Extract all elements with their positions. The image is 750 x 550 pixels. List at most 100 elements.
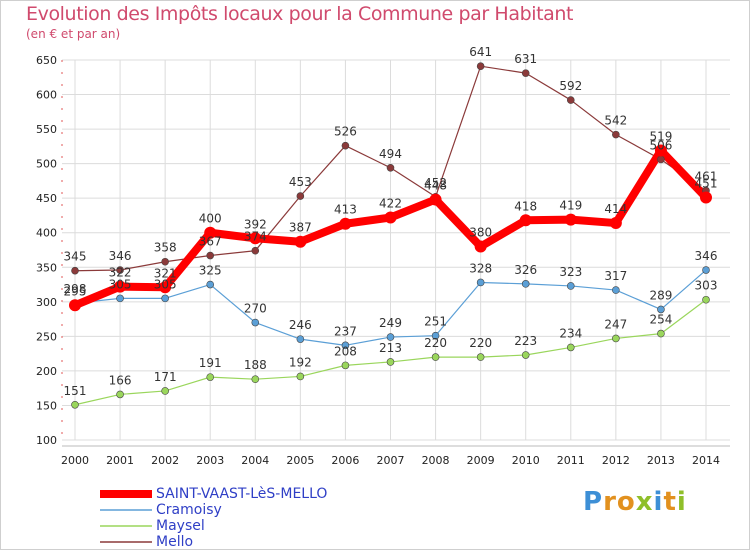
- axes: 100 150 200 250 300 350 400 450 500 550 600 650 2000…: [36, 54, 730, 467]
- data-label-maysel: 254: [649, 313, 672, 327]
- data-point-cramoisy: [431, 331, 440, 340]
- data-label-cramoisy: 328: [469, 261, 492, 275]
- data-label-maysel: 208: [334, 344, 357, 358]
- data-label-saint-vaast-l-s-mello: 321: [154, 266, 177, 280]
- data-label-saint-vaast-l-s-mello: 422: [379, 197, 402, 211]
- data-label-cramoisy: 305: [109, 277, 132, 291]
- data-point-maysel: [251, 375, 260, 384]
- legend-swatch-cramoisy: [100, 509, 152, 511]
- data-label-saint-vaast-l-s-mello: 295: [64, 284, 87, 298]
- x-tick-label: 2005: [286, 454, 314, 467]
- x-tick-label: 2011: [557, 454, 585, 467]
- data-point-maysel: [161, 387, 169, 395]
- data-label-maysel: 191: [199, 356, 222, 370]
- data-label-saint-vaast-l-s-mello: 519: [649, 130, 672, 144]
- y-tick-label: 600: [36, 89, 57, 102]
- data-label-maysel: 247: [604, 317, 627, 331]
- data-point-saint-vaast-l-s-mello: [159, 281, 172, 294]
- data-point-saint-vaast-l-s-mello: [609, 217, 622, 230]
- data-point-mello: [521, 69, 530, 77]
- data-point-cramoisy: [476, 278, 485, 287]
- data-point-cramoisy: [386, 333, 395, 341]
- data-label-mello: 346: [109, 249, 132, 263]
- points-layer: [69, 62, 712, 409]
- data-label-mello: 506: [649, 138, 672, 152]
- data-point-cramoisy: [161, 294, 169, 303]
- data-label-maysel: 188: [244, 358, 267, 372]
- data-point-maysel: [71, 400, 79, 409]
- data-point-saint-vaast-l-s-mello: [519, 214, 532, 227]
- y-tick-label: 450: [36, 192, 57, 205]
- data-label-saint-vaast-l-s-mello: 448: [424, 179, 447, 193]
- x-tick-label: 2013: [647, 454, 675, 467]
- labels-layer: 345 346 358 367 374 453 526 494 452 641 631 592 542 5…: [64, 45, 718, 398]
- legend-label-cramoisy: Cramoisy: [156, 502, 222, 518]
- data-label-mello: 453: [289, 175, 312, 189]
- data-label-cramoisy: 270: [244, 302, 267, 316]
- y-tick-label: 500: [36, 158, 57, 171]
- data-label-cramoisy: 317: [604, 269, 627, 283]
- x-tick-label: 2004: [241, 454, 269, 467]
- chart-title: Evolution des Impôts locaux pour la Comm…: [26, 3, 574, 25]
- x-tick-label: 2010: [512, 454, 540, 467]
- y-tick-label: 650: [36, 54, 57, 67]
- data-point-maysel: [657, 329, 665, 338]
- data-label-cramoisy: 298: [64, 282, 87, 296]
- data-label-saint-vaast-l-s-mello: 387: [289, 221, 312, 235]
- data-point-saint-vaast-l-s-mello: [700, 191, 712, 204]
- y-tick-label: 250: [36, 330, 57, 343]
- data-point-saint-vaast-l-s-mello: [204, 226, 217, 239]
- data-point-maysel: [612, 334, 620, 343]
- legend: SAINT-VAAST-LèS-MELLO Cramoisy Maysel Me…: [100, 486, 327, 550]
- legend-swatch-mello: [100, 541, 152, 543]
- data-point-cramoisy: [566, 282, 575, 290]
- data-point-mello: [386, 163, 395, 172]
- legend-swatch-saint-vaast: [100, 490, 152, 498]
- data-label-cramoisy: 246: [289, 318, 312, 332]
- legend-label-mello: Mello: [156, 534, 194, 550]
- data-point-mello: [612, 130, 620, 139]
- data-point-saint-vaast-l-s-mello: [384, 211, 397, 224]
- data-point-cramoisy: [206, 280, 215, 289]
- data-label-cramoisy: 249: [379, 316, 402, 330]
- x-tick-label: 2003: [196, 454, 224, 467]
- data-label-saint-vaast-l-s-mello: 380: [469, 226, 492, 240]
- data-point-cramoisy: [341, 341, 350, 350]
- data-point-mello: [296, 192, 305, 200]
- x-tick-label: 2007: [377, 454, 405, 467]
- data-label-maysel: 192: [289, 355, 312, 369]
- proxiti-logo: Proxiti: [583, 487, 687, 517]
- data-point-saint-vaast-l-s-mello: [339, 217, 352, 230]
- data-label-cramoisy: 305: [154, 277, 177, 291]
- legend-item-maysel: Maysel: [100, 518, 327, 534]
- data-label-saint-vaast-l-s-mello: 418: [514, 199, 537, 213]
- data-point-saint-vaast-l-s-mello: [114, 280, 127, 293]
- y-tick-label: 350: [36, 261, 57, 274]
- data-label-mello: 345: [64, 250, 87, 264]
- data-label-cramoisy: 346: [695, 249, 718, 263]
- data-point-mello: [341, 141, 350, 150]
- data-point-maysel: [206, 373, 215, 381]
- y-tick-label: 400: [36, 227, 57, 240]
- legend-swatch-maysel: [100, 525, 152, 527]
- data-label-mello: 374: [244, 230, 267, 244]
- data-label-mello: 494: [379, 147, 402, 161]
- data-point-saint-vaast-l-s-mello: [654, 144, 667, 157]
- data-label-cramoisy: 251: [424, 315, 447, 329]
- data-point-cramoisy: [702, 266, 710, 274]
- data-label-cramoisy: 323: [559, 265, 582, 279]
- data-label-saint-vaast-l-s-mello: 322: [109, 266, 132, 280]
- data-point-maysel: [116, 390, 124, 399]
- data-label-maysel: 151: [64, 384, 87, 398]
- data-point-maysel: [296, 372, 305, 381]
- data-label-mello: 461: [695, 170, 718, 184]
- data-label-mello: 641: [469, 45, 492, 59]
- y-tick-label: 150: [36, 399, 57, 412]
- y-tick-label: 300: [36, 296, 57, 309]
- data-label-saint-vaast-l-s-mello: 414: [604, 202, 627, 216]
- data-point-mello: [657, 155, 665, 164]
- data-point-cramoisy: [116, 294, 124, 303]
- data-label-mello: 592: [559, 79, 582, 93]
- chart-subtitle: (en € et par an): [26, 27, 121, 41]
